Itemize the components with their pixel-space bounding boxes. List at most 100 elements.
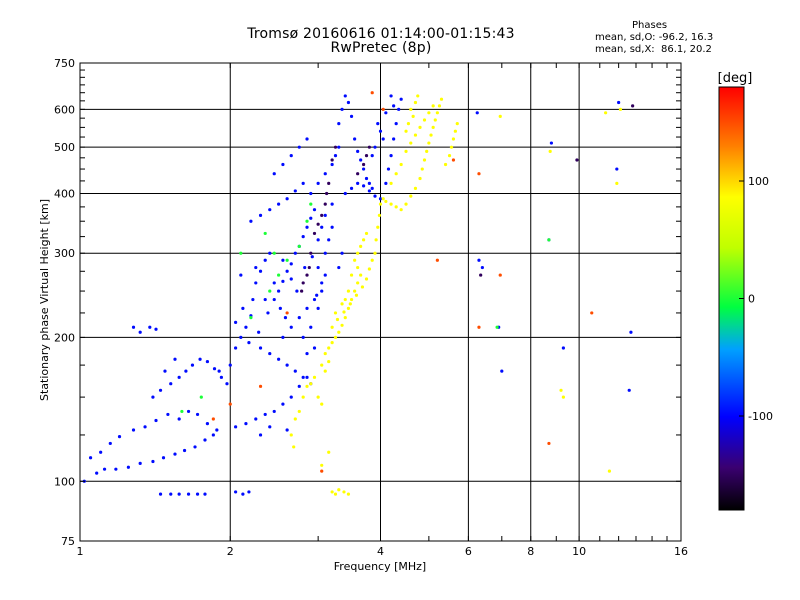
data-point	[138, 461, 142, 465]
data-point	[378, 129, 383, 133]
legend-line-x: mean, sd,X: 86.1, 20.2	[595, 44, 712, 55]
data-point	[281, 258, 285, 262]
data-point	[193, 445, 197, 449]
data-point	[362, 184, 366, 188]
data-point	[285, 428, 289, 432]
data-point	[151, 395, 155, 399]
data-point	[433, 118, 437, 122]
data-points	[82, 91, 635, 496]
data-point	[360, 285, 365, 289]
data-point	[301, 375, 305, 379]
data-point	[330, 162, 334, 167]
data-point	[477, 325, 481, 329]
data-point	[422, 118, 427, 122]
data-point	[561, 395, 565, 399]
data-point	[217, 369, 221, 373]
data-point	[349, 114, 354, 118]
data-point	[247, 341, 251, 345]
y-tick-label: 400	[54, 187, 75, 200]
data-point	[234, 425, 238, 429]
y-tick-label: 75	[61, 535, 75, 548]
data-point	[281, 279, 285, 283]
data-point	[305, 137, 309, 141]
data-point	[131, 325, 136, 329]
data-point	[575, 158, 579, 162]
data-point	[272, 297, 276, 302]
data-point	[180, 409, 184, 414]
data-point	[590, 311, 594, 315]
data-point	[249, 316, 253, 320]
data-point	[429, 133, 433, 137]
data-point	[327, 450, 331, 454]
data-point	[154, 327, 158, 331]
y-tick-label: 500	[54, 141, 75, 154]
data-point	[377, 213, 382, 217]
data-point	[320, 463, 324, 467]
data-point	[151, 459, 155, 464]
data-point	[392, 137, 396, 141]
data-point	[323, 251, 327, 255]
data-point	[320, 213, 324, 217]
data-point	[285, 269, 289, 273]
data-point	[108, 441, 112, 446]
x-tick-label: 8	[527, 545, 534, 558]
data-point	[195, 412, 200, 417]
data-point	[323, 369, 327, 373]
data-point	[354, 293, 359, 297]
data-point	[443, 162, 448, 167]
data-point	[281, 162, 285, 167]
data-point	[373, 194, 377, 198]
x-tick-label: 1	[77, 545, 84, 558]
data-point	[346, 289, 351, 293]
data-point	[627, 388, 631, 392]
data-point	[184, 369, 188, 373]
data-point	[364, 154, 369, 158]
data-point	[268, 425, 272, 429]
data-point	[435, 258, 439, 262]
data-point	[399, 208, 403, 212]
data-point	[297, 244, 301, 249]
data-point	[300, 289, 304, 293]
data-point	[277, 357, 281, 361]
data-point	[337, 488, 341, 492]
data-point	[293, 251, 297, 255]
data-point	[384, 181, 388, 185]
data-point	[343, 316, 347, 320]
data-point	[342, 310, 346, 314]
data-point	[327, 359, 331, 364]
data-point	[389, 202, 393, 206]
data-point	[413, 100, 418, 105]
data-point	[320, 469, 324, 473]
data-point	[305, 384, 309, 388]
data-point	[258, 384, 263, 388]
data-point	[394, 122, 398, 126]
data-point	[404, 129, 408, 133]
data-point	[356, 149, 360, 153]
colorbar-tick-label: -100	[748, 410, 773, 423]
data-point	[330, 158, 334, 162]
data-point	[95, 471, 99, 475]
data-point	[169, 382, 173, 386]
data-point	[316, 395, 320, 399]
data-point	[356, 172, 360, 176]
data-point	[394, 205, 398, 209]
data-point	[373, 145, 377, 149]
data-point	[615, 167, 619, 171]
data-point	[312, 375, 317, 379]
data-point	[258, 213, 263, 217]
data-point	[327, 238, 331, 242]
data-point	[305, 306, 309, 310]
data-point	[203, 438, 207, 442]
data-point	[359, 158, 363, 162]
data-point	[234, 320, 238, 324]
data-point	[312, 208, 317, 212]
data-point	[406, 122, 411, 126]
data-point	[186, 492, 191, 496]
data-point	[364, 277, 369, 281]
data-point	[285, 311, 289, 315]
data-point	[392, 104, 396, 108]
data-point	[289, 262, 293, 266]
data-point	[323, 172, 327, 176]
data-point	[416, 94, 420, 98]
data-point	[394, 172, 398, 176]
